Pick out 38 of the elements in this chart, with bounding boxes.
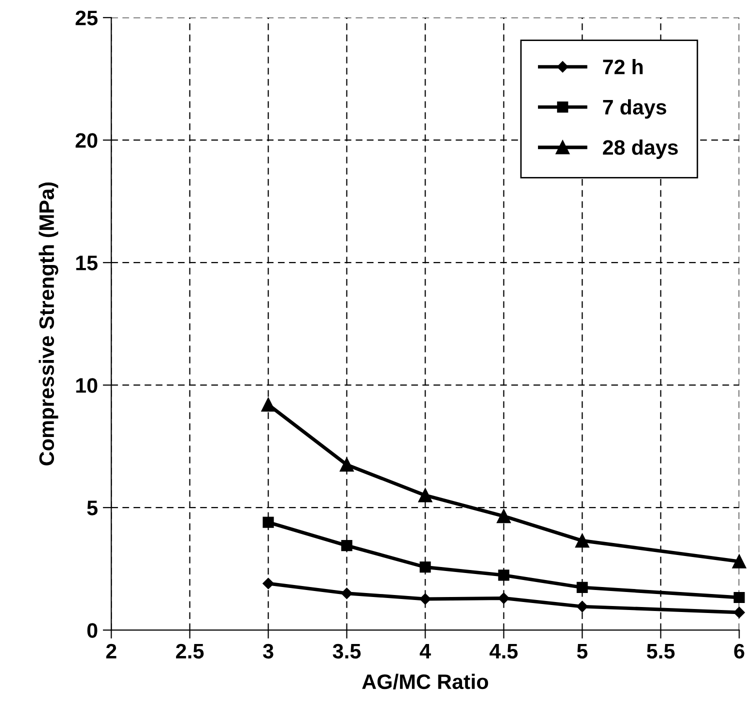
legend-label: 7 days bbox=[603, 99, 666, 119]
point bbox=[420, 562, 431, 573]
x-tick-label: 5.5 bbox=[646, 644, 675, 659]
legend-label: 72 h bbox=[603, 59, 643, 74]
point bbox=[734, 592, 745, 604]
x-tick-label: 2 bbox=[106, 644, 116, 658]
point bbox=[420, 593, 431, 605]
point bbox=[734, 606, 745, 618]
y-tick-label: 5 bbox=[87, 500, 98, 516]
y-tick-label: 10 bbox=[76, 378, 98, 393]
point bbox=[496, 509, 511, 524]
x-tick-label: 3 bbox=[262, 644, 274, 659]
x-tick-label: 4 bbox=[420, 644, 431, 658]
x-tick-label: 6 bbox=[734, 644, 744, 659]
y-tick-label: 25 bbox=[76, 10, 98, 26]
point bbox=[732, 554, 746, 568]
x-axis-title: AG/MC Ratio bbox=[362, 674, 488, 690]
y-tick-label: 0 bbox=[87, 623, 98, 638]
point bbox=[575, 534, 590, 548]
x-tick-label: 4.5 bbox=[490, 644, 518, 659]
y-axis-title: Compressive Strength (MPa) bbox=[38, 182, 58, 466]
legend-label: 28 days bbox=[602, 140, 678, 159]
point bbox=[262, 578, 274, 590]
point bbox=[576, 600, 588, 612]
point bbox=[498, 592, 510, 604]
x-tick-label: 2.5 bbox=[176, 644, 204, 659]
point bbox=[341, 588, 352, 599]
y-tick-label: 20 bbox=[76, 133, 98, 148]
y-tick-label: 15 bbox=[76, 256, 98, 270]
point bbox=[418, 488, 432, 502]
point bbox=[498, 570, 510, 581]
point bbox=[262, 516, 274, 528]
point bbox=[576, 582, 588, 594]
x-tick-label: 3.5 bbox=[332, 644, 361, 659]
point bbox=[340, 458, 354, 472]
x-tick-label: 5 bbox=[577, 644, 588, 659]
point bbox=[261, 398, 276, 412]
point bbox=[341, 540, 352, 552]
